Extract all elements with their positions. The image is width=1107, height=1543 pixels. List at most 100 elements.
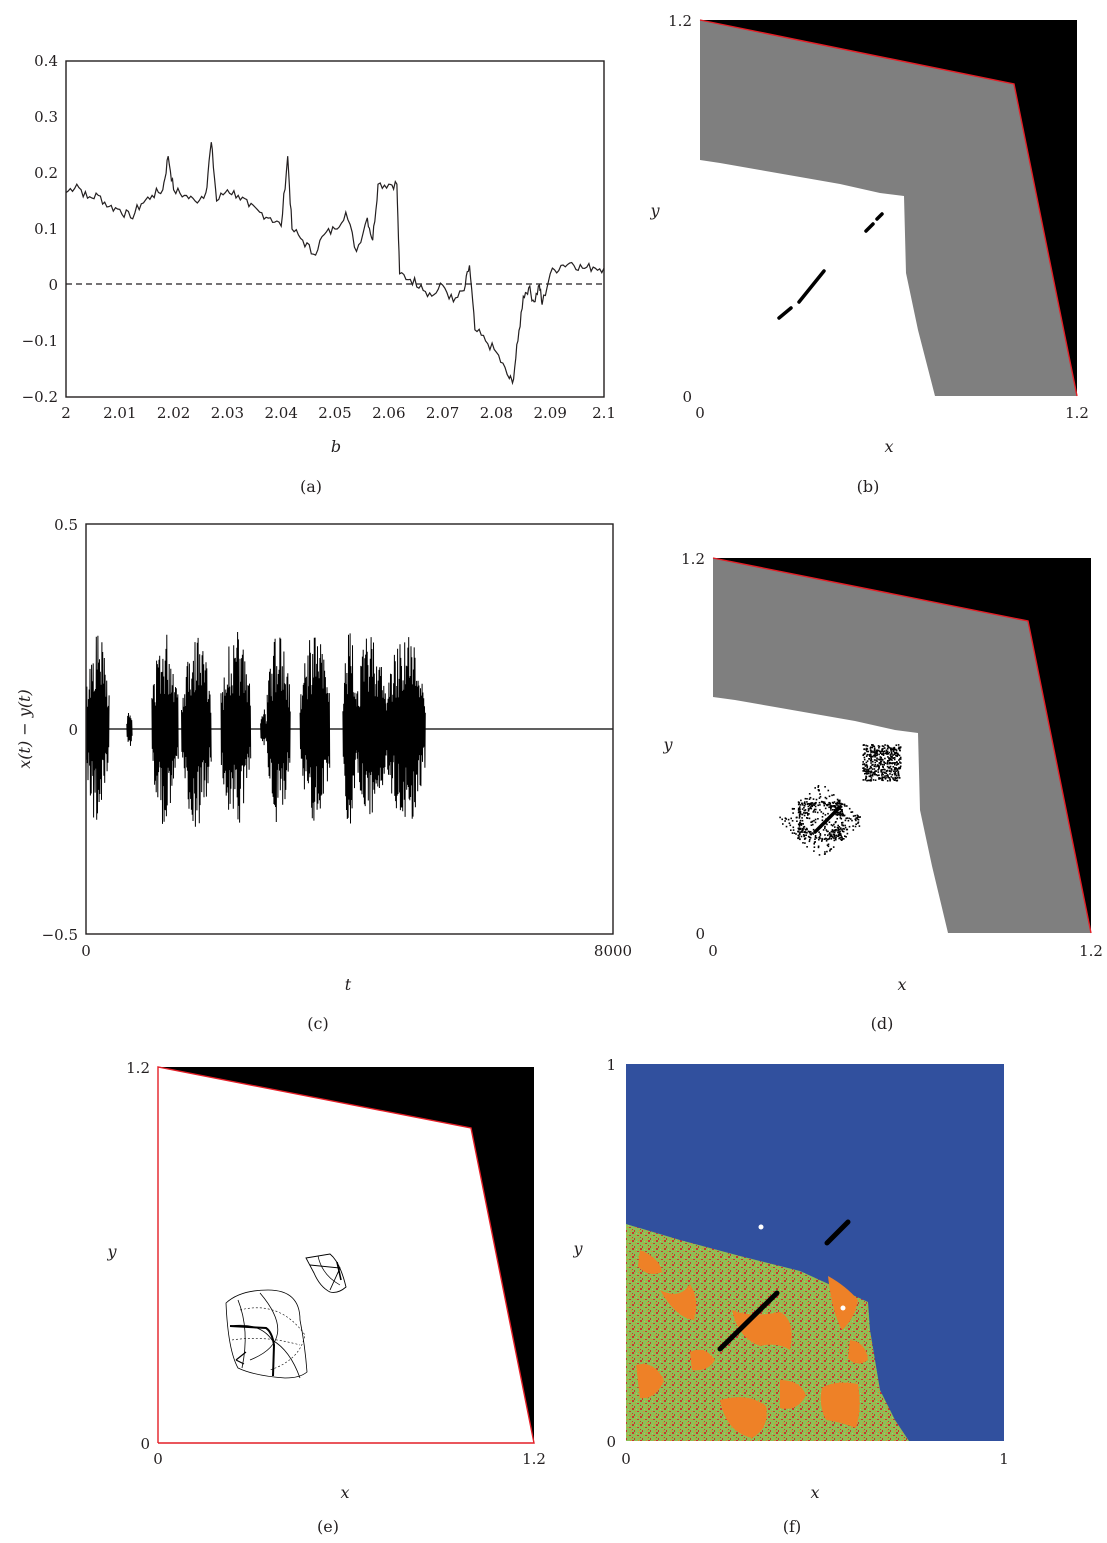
panel-a-ytick-4: 0 [48, 276, 58, 294]
panel-d-scatter-point [842, 830, 845, 833]
panel-d-scatter-point [819, 809, 821, 811]
panel-d-scatter-point [889, 757, 892, 760]
panel-d-scatter-point [797, 811, 800, 814]
panel-d-scatter-point [838, 837, 840, 840]
panel-d-scatter-point [884, 775, 886, 777]
panel-d-scatter-point [840, 810, 843, 812]
panel-d-scatter-point [835, 802, 837, 805]
panel-d-scatter-point [894, 776, 896, 779]
panel-d-scatter-point [804, 797, 807, 800]
panel-d-scatter-point [881, 772, 883, 775]
panel-d-scatter-point [891, 769, 893, 771]
panel-d-scatter-point [801, 808, 804, 810]
panel-d-scatter-point [888, 746, 890, 749]
panel-d-scatter-point [869, 770, 871, 773]
panel-d-scatter-point [854, 818, 857, 821]
panel-d-scatter-point [828, 806, 830, 809]
panel-d-scatter-point [803, 831, 806, 834]
panel-d-scatter-point [806, 798, 808, 800]
panel-d-scatter-point [833, 829, 836, 832]
panel-d-scatter-point [894, 771, 897, 773]
panel-d-scatter-point [781, 818, 783, 821]
panel-d-scatter-point [826, 823, 828, 826]
panel-d-scatter-point [837, 831, 839, 834]
panel-d-scatter-point [803, 802, 806, 805]
panel-d-scatter-point [833, 809, 836, 811]
panel-d-xlabel: x [897, 975, 906, 994]
panel-d-scatter-point [881, 778, 883, 780]
panel-d-scatter-point [863, 753, 866, 755]
panel-f-fixed-point [840, 1305, 846, 1311]
panel-d-scatter-point [814, 841, 816, 843]
panel-d-scatter-point [800, 831, 803, 833]
panel-d-scatter-point [814, 835, 817, 837]
panel-a-series [65, 142, 605, 386]
panel-d-boundary-line [712, 557, 1092, 934]
panel-d-scatter-point [893, 748, 895, 750]
panel-d-scatter-point [862, 779, 865, 781]
panel-d-scatter-point [823, 802, 825, 805]
panel-d-scatter-point [818, 854, 821, 856]
panel-b-caption: (b) [857, 477, 880, 496]
panel-f-ytick-top: 1 [606, 1056, 616, 1074]
panel-d-scatter-point [872, 751, 874, 754]
panel-d-scatter-point [831, 831, 834, 833]
panel-d-scatter-point [846, 828, 849, 831]
panel-d-scatter-point [866, 760, 869, 762]
panel-d-scatter-point [837, 799, 840, 802]
panel-d-scatter-point [819, 834, 822, 836]
panel-d-scatter-point [799, 833, 801, 835]
panel-d-scatter-point [810, 821, 812, 823]
panel-c-ylabel: x(t) − y(t) [15, 689, 34, 768]
panel-d-scatter-point [839, 833, 842, 835]
panel-d-scatter-point [879, 752, 882, 754]
panel-d-scatter-point [887, 760, 890, 762]
panel-d-scatter-point [841, 822, 843, 824]
panel-d-scatter-point [892, 777, 894, 779]
panel-d-scatter-point [798, 838, 801, 840]
panel-d-scatter-point [811, 802, 813, 804]
panel-d-scatter-point [883, 761, 886, 764]
panel-d-scatter-point [811, 820, 814, 823]
panel-d-scatter-point [893, 757, 896, 759]
panel-c-frame [85, 523, 614, 935]
panel-d-scatter-point [874, 779, 877, 781]
panel-d-scatter-point [838, 834, 840, 836]
panel-d-scatter-point [839, 834, 842, 836]
panel-d-scatter-point [810, 803, 812, 805]
panel-c-xtick-left: 0 [81, 942, 91, 960]
panel-e-curve [229, 1325, 276, 1377]
panel-b-ytick-bottom: 0 [682, 388, 692, 406]
panel-e-caption: (e) [317, 1517, 339, 1536]
panel-d-scatter-point [815, 802, 817, 804]
panel-d-scatter-point [824, 825, 826, 828]
panel-f-orange-islands [636, 1250, 868, 1438]
panel-d-scatter-point [898, 766, 900, 769]
panel-d-scatter-point [803, 814, 806, 817]
panel-d-ytick-top: 1.2 [681, 550, 705, 568]
panel-a-ytick-3: 0.1 [34, 220, 58, 238]
panel-d-scatter-point [883, 768, 885, 771]
panel-c-caption: (c) [307, 1014, 328, 1033]
panel-d-scatter-point [829, 850, 831, 852]
panel-d-scatter-point [875, 774, 878, 776]
panel-d-scatter-point [797, 831, 800, 833]
panel-d-scatter-point [866, 770, 868, 773]
panel-d-scatter-point [821, 837, 823, 840]
panel-d-scatter-point [798, 813, 801, 816]
panel-d-scatter-point [895, 754, 897, 757]
panel-d-scatter-point [882, 750, 884, 753]
panel-d-scatter-point [836, 803, 839, 805]
panel-d-scatter-point [814, 805, 817, 808]
panel-d-scatter-point [869, 772, 872, 774]
panel-d-scatter-point [873, 773, 876, 776]
panel-d-scatter-point [837, 828, 840, 830]
panel-d-scatter-point [863, 767, 865, 769]
panel-b-ylabel: y [649, 201, 660, 220]
panel-d-scatter-point [855, 823, 857, 825]
panel-d-scatter-point [891, 753, 893, 755]
panel-d-scatter-point [858, 816, 860, 818]
panel-d-scatter-point [862, 770, 864, 772]
panel-d-scatter-point [833, 839, 836, 842]
panel-d-scatter-point [870, 777, 873, 779]
